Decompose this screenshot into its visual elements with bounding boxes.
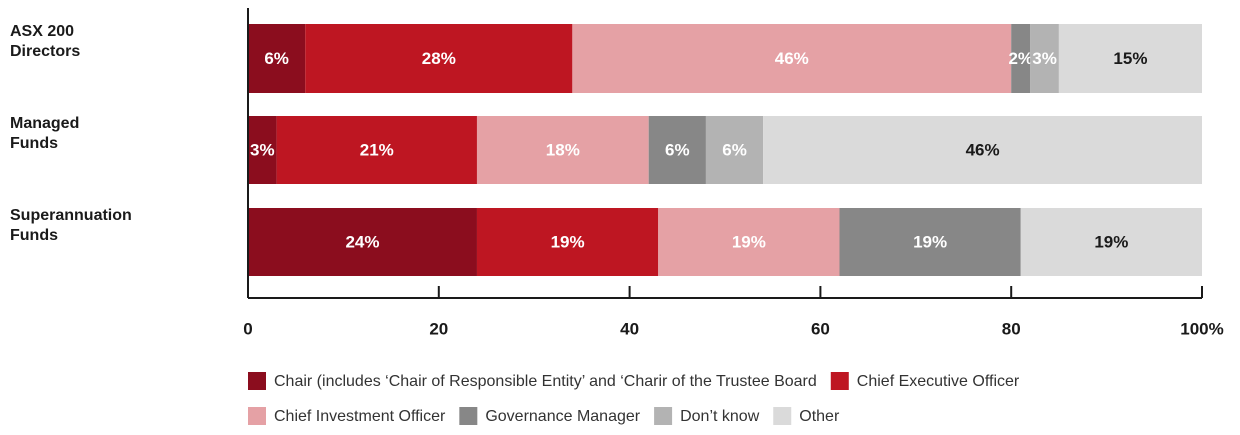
legend-item: Chief Executive Officer <box>830 372 1020 390</box>
x-tick-label: 100% <box>1180 319 1223 338</box>
legend-item: Chair (includes ‘Chair of Responsible En… <box>248 372 817 390</box>
value-label: 21% <box>360 140 394 159</box>
category-label: Superannuation Funds <box>10 207 132 244</box>
bar-segment <box>839 208 1021 276</box>
x-tick-label: 80 <box>1002 319 1021 338</box>
value-label: 6% <box>722 140 747 159</box>
legend-label: Governance Manager <box>485 408 640 425</box>
legend-swatch <box>654 407 673 425</box>
value-label: 6% <box>665 140 690 159</box>
bar-segment <box>1020 208 1202 276</box>
legend-swatch <box>830 372 849 390</box>
legend-label: Chief Investment Officer <box>274 408 446 425</box>
legend-item: Other <box>773 407 840 425</box>
legend-label: Chair (includes ‘Chair of Responsible En… <box>274 373 817 390</box>
bar-segment <box>248 208 477 276</box>
bar-segment <box>1030 24 1059 93</box>
value-label: 28% <box>422 49 456 68</box>
bar-segment <box>476 208 659 276</box>
value-label: 6% <box>264 49 289 68</box>
bar-segment <box>705 116 764 184</box>
value-label: 46% <box>966 140 1000 159</box>
bar-segment <box>305 24 573 93</box>
value-label: 19% <box>1094 232 1128 251</box>
bar-segment <box>1011 24 1031 93</box>
value-label: 19% <box>551 232 585 251</box>
bar-segment <box>248 116 277 184</box>
legend-swatch <box>248 407 266 425</box>
value-label: 19% <box>732 232 766 251</box>
bar-segment <box>1058 24 1202 93</box>
x-tick-label: 40 <box>620 319 639 338</box>
x-tick-label: 20 <box>429 319 448 338</box>
legend-item: Don’t know <box>654 407 760 425</box>
bar-segment <box>763 116 1202 184</box>
bar-segment <box>658 208 840 276</box>
bar-segment <box>276 116 477 184</box>
x-tick-label: 60 <box>811 319 830 338</box>
x-tick-label: 0 <box>243 319 252 338</box>
category-label: Managed Funds <box>10 115 79 152</box>
legend-label: Don’t know <box>680 408 760 425</box>
value-label: 15% <box>1113 49 1147 68</box>
bar-segment <box>648 116 706 184</box>
bar-segment <box>248 24 306 93</box>
legend-swatch <box>773 407 792 425</box>
legend-item: Chief Investment Officer <box>248 407 446 425</box>
legend-label: Other <box>799 408 840 425</box>
value-label: 3% <box>1032 49 1057 68</box>
bar-segment <box>476 116 649 184</box>
legend-swatch <box>248 372 266 390</box>
value-label: 2% <box>1008 49 1033 68</box>
bar-segment <box>572 24 1012 93</box>
category-label: ASX 200 Directors <box>10 23 80 60</box>
legend-item: Governance Manager <box>459 407 641 425</box>
value-label: 19% <box>913 232 947 251</box>
legend-swatch <box>459 407 478 425</box>
legend-label: Chief Executive Officer <box>857 373 1020 390</box>
value-label: 3% <box>250 140 275 159</box>
value-label: 18% <box>546 140 580 159</box>
value-label: 24% <box>345 232 379 251</box>
value-label: 46% <box>775 49 809 68</box>
